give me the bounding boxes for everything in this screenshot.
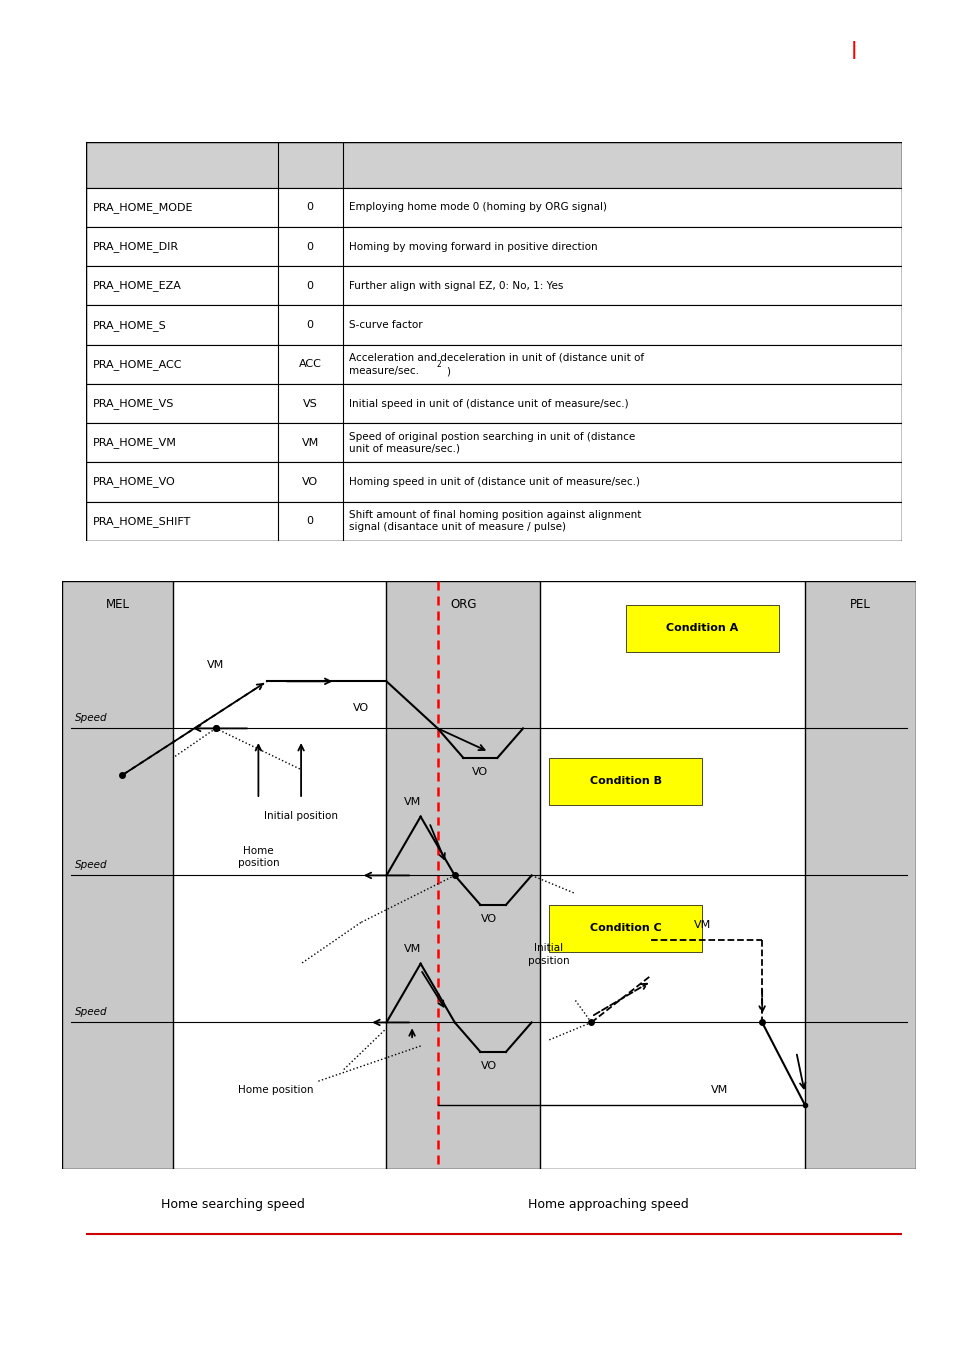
Text: 2: 2 — [436, 361, 441, 369]
Bar — [804, 581, 915, 1169]
Bar — [86, 266, 901, 306]
Text: measure/sec.: measure/sec. — [349, 366, 419, 376]
Text: PRA_HOME_S: PRA_HOME_S — [92, 319, 166, 330]
Text: Speed of original postion searching in unit of (distance
unit of measure/sec.): Speed of original postion searching in u… — [349, 431, 635, 454]
Text: Homing by moving forward in positive direction: Homing by moving forward in positive dir… — [349, 242, 598, 251]
Text: PEL: PEL — [849, 599, 870, 611]
Bar — [86, 384, 901, 423]
Bar — [86, 188, 901, 227]
Text: ): ) — [446, 366, 450, 376]
Text: Initial position: Initial position — [264, 811, 337, 821]
Bar — [548, 904, 701, 952]
Text: PRA_HOME_MODE: PRA_HOME_MODE — [92, 201, 193, 212]
Bar — [86, 423, 901, 462]
Text: |: | — [850, 41, 856, 59]
Bar — [625, 604, 779, 652]
Bar — [86, 142, 901, 188]
Text: 0: 0 — [306, 242, 314, 251]
Text: Home searching speed: Home searching speed — [161, 1198, 304, 1211]
Bar — [62, 581, 172, 1169]
Text: Home approaching speed: Home approaching speed — [528, 1198, 688, 1211]
Text: Employing home mode 0 (homing by ORG signal): Employing home mode 0 (homing by ORG sig… — [349, 203, 607, 212]
Bar — [86, 502, 901, 541]
Text: MEL: MEL — [106, 599, 130, 611]
Bar — [548, 757, 701, 804]
Text: PRA_HOME_EZA: PRA_HOME_EZA — [92, 280, 181, 291]
Text: VO: VO — [472, 768, 488, 777]
Text: PRA_HOME_SHIFT: PRA_HOME_SHIFT — [92, 515, 191, 527]
Text: PRA_HOME_VM: PRA_HOME_VM — [92, 437, 176, 449]
Text: VM: VM — [710, 1086, 727, 1095]
Text: VO: VO — [480, 1061, 497, 1072]
Text: Home
position: Home position — [237, 846, 279, 868]
Text: 0: 0 — [306, 281, 314, 291]
Text: Speed: Speed — [74, 713, 108, 722]
Text: Initial
position: Initial position — [527, 944, 569, 965]
Text: Shift amount of final homing position against alignment
signal (disantace unit o: Shift amount of final homing position ag… — [349, 510, 641, 533]
Text: S-curve factor: S-curve factor — [349, 320, 422, 330]
Text: VO: VO — [302, 477, 318, 487]
Text: PRA_HOME_VS: PRA_HOME_VS — [92, 397, 173, 410]
Bar — [86, 462, 901, 502]
Text: Speed: Speed — [74, 1007, 108, 1017]
Text: 0: 0 — [306, 203, 314, 212]
Bar — [386, 581, 539, 1169]
Text: Condition C: Condition C — [589, 923, 660, 933]
Text: Homing speed in unit of (distance unit of measure/sec.): Homing speed in unit of (distance unit o… — [349, 477, 639, 487]
Text: VM: VM — [207, 660, 224, 669]
Bar — [86, 345, 901, 384]
Text: Condition B: Condition B — [589, 776, 660, 787]
Text: PRA_HOME_DIR: PRA_HOME_DIR — [92, 241, 178, 251]
Bar — [86, 306, 901, 345]
Bar — [86, 227, 901, 266]
Text: Initial speed in unit of (distance unit of measure/sec.): Initial speed in unit of (distance unit … — [349, 399, 628, 408]
Text: Condition A: Condition A — [665, 623, 738, 633]
Text: VS: VS — [302, 399, 317, 408]
Text: 0: 0 — [306, 516, 314, 526]
Text: Acceleration and deceleration in unit of (distance unit of: Acceleration and deceleration in unit of… — [349, 353, 644, 362]
Text: ORG: ORG — [450, 599, 476, 611]
Text: Speed: Speed — [74, 860, 108, 869]
Text: VM: VM — [403, 796, 420, 807]
Text: Home position: Home position — [237, 1086, 313, 1095]
Text: VM: VM — [301, 438, 318, 448]
Text: VM: VM — [693, 921, 710, 930]
Text: VO: VO — [353, 703, 369, 713]
Text: VM: VM — [403, 944, 420, 955]
Text: VO: VO — [480, 914, 497, 925]
Text: PRA_HOME_ACC: PRA_HOME_ACC — [92, 358, 182, 369]
Text: 0: 0 — [306, 320, 314, 330]
Text: PRA_HOME_VO: PRA_HOME_VO — [92, 476, 175, 488]
Text: Further align with signal EZ, 0: No, 1: Yes: Further align with signal EZ, 0: No, 1: … — [349, 281, 563, 291]
Text: ACC: ACC — [298, 360, 321, 369]
